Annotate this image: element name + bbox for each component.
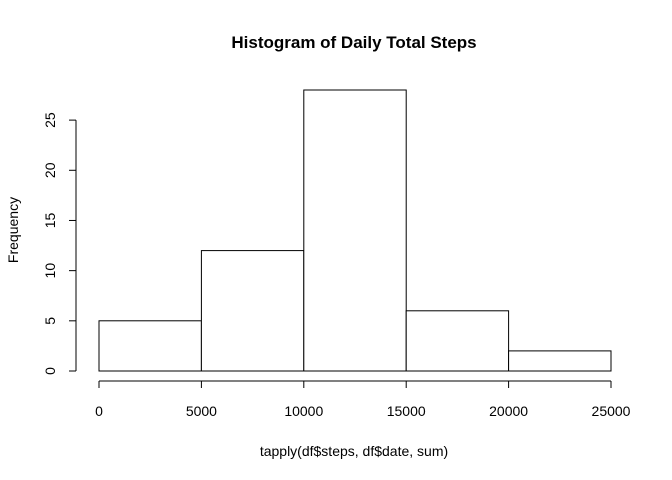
- histogram-bar: [98, 320, 202, 372]
- histogram-bar: [200, 250, 305, 372]
- x-tick-label: 20000: [489, 403, 528, 419]
- y-tick-label: 15: [42, 212, 58, 228]
- y-axis: 0 5 10 15 20 25: [42, 112, 77, 375]
- y-tick-label: 10: [42, 263, 58, 279]
- y-tick-label: 25: [42, 112, 58, 128]
- x-axis-label: tapply(df$steps, df$date, sum): [260, 443, 448, 459]
- histogram-bar: [405, 310, 510, 372]
- x-tick-label: 10000: [284, 403, 323, 419]
- y-tick-label: 0: [42, 367, 58, 375]
- x-tick-label: 25000: [592, 403, 631, 419]
- bars-group: [98, 89, 612, 372]
- x-axis: 0 5000 10000 15000 20000 25000: [95, 380, 631, 419]
- chart-title: Histogram of Daily Total Steps: [231, 33, 476, 52]
- histogram-bar: [303, 89, 407, 372]
- y-tick-label: 20: [42, 162, 58, 178]
- histogram-bar: [508, 350, 612, 372]
- y-tick-label: 5: [42, 317, 58, 325]
- x-tick-label: 5000: [186, 403, 217, 419]
- x-tick-label: 15000: [387, 403, 426, 419]
- x-tick-label: 0: [95, 403, 103, 419]
- y-axis-label: Frequency: [5, 197, 21, 263]
